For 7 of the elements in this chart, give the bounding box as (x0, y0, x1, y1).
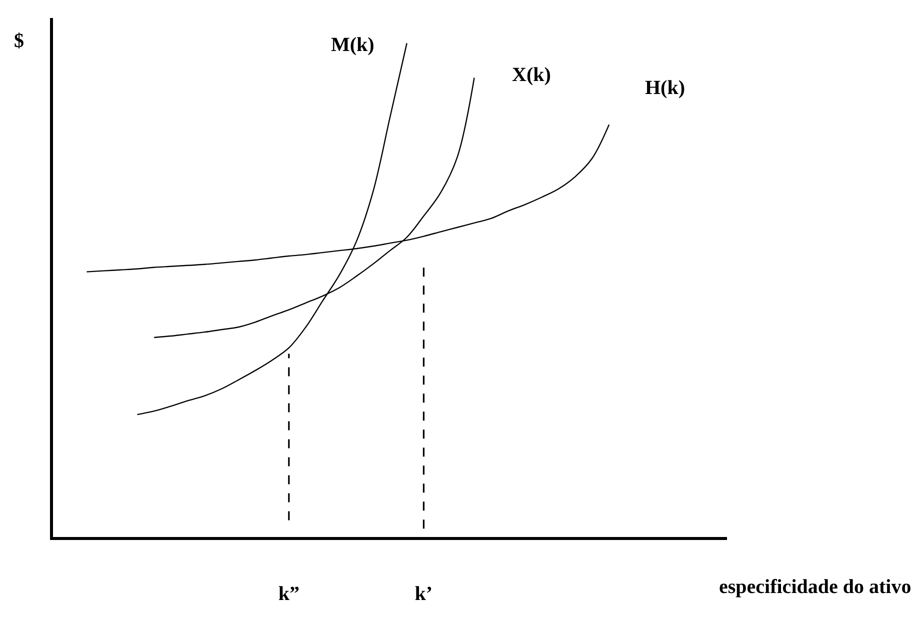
x-axis-title: especificidade do ativo (719, 576, 912, 598)
series-label: M(k) (331, 34, 374, 56)
text: H(k) (645, 77, 685, 99)
x-tick-label: k” (278, 582, 300, 605)
series-label: X(k) (512, 64, 551, 86)
x-tick-label: k’ (414, 582, 433, 605)
y-axis-title: $ (14, 30, 24, 52)
